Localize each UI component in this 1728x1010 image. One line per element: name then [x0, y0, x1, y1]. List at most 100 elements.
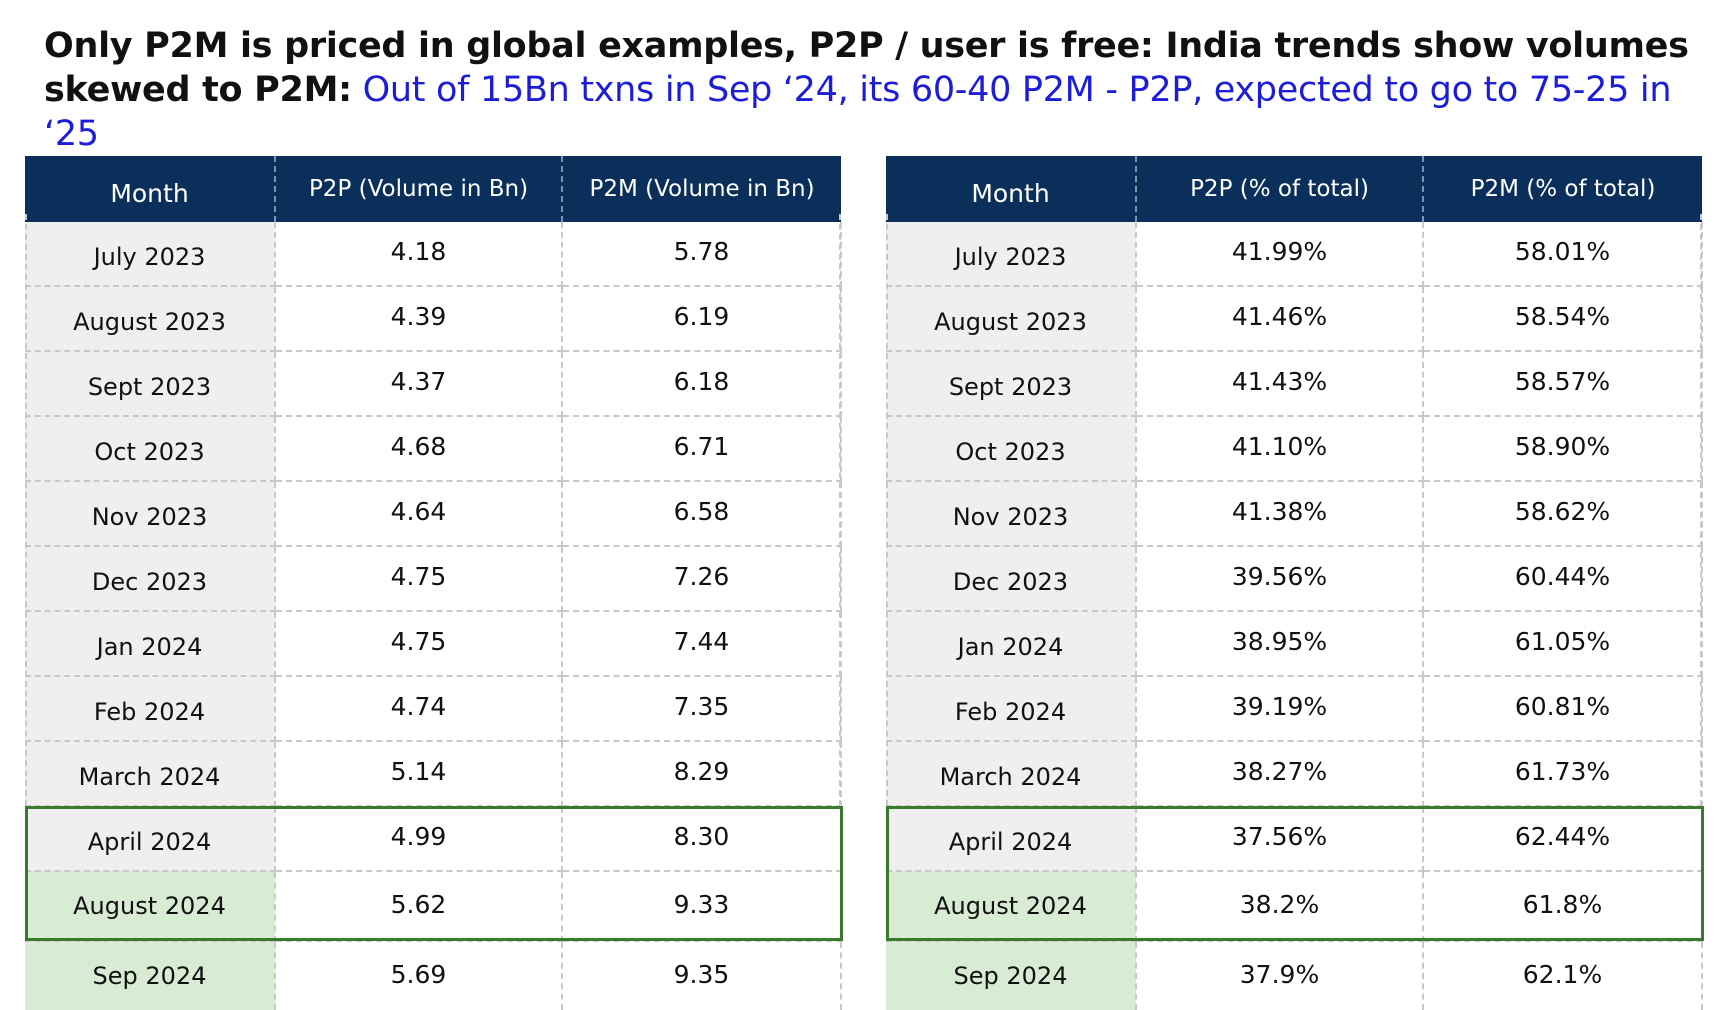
month-cell: August 2024 — [886, 871, 1137, 942]
p2m-cell: 6.18 — [562, 351, 842, 417]
table-row: Oct 2023 4.68 6.71 — [25, 416, 842, 482]
p2m-cell: 58.01% — [1423, 222, 1703, 287]
p2m-cell: 62.44% — [1423, 806, 1703, 872]
title-highlight-text: Out of 15Bn txns in Sep ‘24, its 60-40 P… — [44, 70, 1672, 154]
p2m-cell: 6.58 — [562, 481, 842, 547]
table-row: March 2024 38.27% 61.73% — [886, 741, 1703, 807]
table-row: Nov 2023 4.64 6.58 — [25, 481, 842, 547]
p2p-cell: 4.68 — [275, 416, 563, 482]
p2m-cell: 8.30 — [562, 806, 842, 872]
p2p-cell: 4.64 — [275, 481, 563, 547]
table-row: Nov 2023 41.38% 58.62% — [886, 481, 1703, 547]
table-row: July 2023 41.99% 58.01% — [886, 222, 1703, 287]
volume-table-body: July 2023 4.18 5.78 August 2023 4.39 6.19 Sept… — [25, 222, 842, 1010]
p2p-cell: 4.75 — [275, 546, 563, 612]
p2m-cell: 9.33 — [562, 871, 842, 942]
table-row: August 2023 41.46% 58.54% — [886, 286, 1703, 352]
table-row: Sep 2024 37.9% 62.1% — [886, 941, 1703, 1010]
month-cell: Dec 2023 — [25, 546, 276, 612]
header-month: Month — [25, 156, 276, 222]
title-bold-text: Only P2M is priced in global examples, P… — [44, 26, 1689, 110]
p2m-cell: 9.35 — [562, 941, 842, 1010]
month-cell: August 2023 — [25, 286, 276, 352]
p2m-cell: 61.05% — [1423, 611, 1703, 677]
p2p-cell: 37.9% — [1136, 941, 1424, 1010]
month-cell: Sept 2023 — [886, 351, 1137, 417]
table-row: Dec 2023 4.75 7.26 — [25, 546, 842, 612]
p2m-cell: 7.44 — [562, 611, 842, 677]
p2m-cell: 61.8% — [1423, 871, 1703, 942]
month-cell: Nov 2023 — [25, 481, 276, 547]
month-cell: Feb 2024 — [25, 676, 276, 742]
month-cell: July 2023 — [886, 222, 1137, 287]
p2p-cell: 39.19% — [1136, 676, 1424, 742]
header-month: Month — [886, 156, 1137, 222]
p2p-cell: 5.62 — [275, 871, 563, 942]
p2p-cell: 4.18 — [275, 222, 563, 287]
month-cell: Sept 2023 — [25, 351, 276, 417]
month-cell: Sep 2024 — [886, 941, 1137, 1010]
share-table-body: July 2023 41.99% 58.01% August 2023 41.46% 58… — [886, 222, 1703, 1010]
p2m-cell: 58.54% — [1423, 286, 1703, 352]
table-row: Sept 2023 4.37 6.18 — [25, 351, 842, 417]
volume-table: Month P2P (Volume in Bn) P2M (Volume in … — [25, 156, 842, 1010]
p2m-cell: 58.62% — [1423, 481, 1703, 547]
p2p-cell: 41.38% — [1136, 481, 1424, 547]
p2m-cell: 7.35 — [562, 676, 842, 742]
p2p-cell: 4.74 — [275, 676, 563, 742]
table-row: Feb 2024 39.19% 60.81% — [886, 676, 1703, 742]
table-row: Sept 2023 41.43% 58.57% — [886, 351, 1703, 417]
table-row: August 2024 38.2% 61.8% — [886, 871, 1703, 942]
p2p-cell: 4.75 — [275, 611, 563, 677]
month-cell: July 2023 — [25, 222, 276, 287]
table-row: August 2023 4.39 6.19 — [25, 286, 842, 352]
p2p-cell: 5.14 — [275, 741, 563, 807]
p2m-cell: 62.1% — [1423, 941, 1703, 1010]
month-cell: Dec 2023 — [886, 546, 1137, 612]
p2p-cell: 41.10% — [1136, 416, 1424, 482]
month-cell: March 2024 — [25, 741, 276, 807]
p2m-cell: 58.57% — [1423, 351, 1703, 417]
table-row: Oct 2023 41.10% 58.90% — [886, 416, 1703, 482]
p2m-cell: 60.44% — [1423, 546, 1703, 612]
slide-title: Only P2M is priced in global examples, P… — [44, 24, 1694, 156]
month-cell: Oct 2023 — [25, 416, 276, 482]
month-cell: August 2024 — [25, 871, 276, 942]
month-cell: March 2024 — [886, 741, 1137, 807]
p2m-cell: 7.26 — [562, 546, 842, 612]
p2p-cell: 38.95% — [1136, 611, 1424, 677]
p2p-cell: 4.99 — [275, 806, 563, 872]
p2p-cell: 4.37 — [275, 351, 563, 417]
month-cell: April 2024 — [886, 806, 1137, 872]
p2p-cell: 38.27% — [1136, 741, 1424, 807]
table-header-row: Month P2P (Volume in Bn) P2M (Volume in … — [25, 156, 841, 222]
p2p-cell: 4.39 — [275, 286, 563, 352]
month-cell: Sep 2024 — [25, 941, 276, 1010]
table-row: March 2024 5.14 8.29 — [25, 741, 842, 807]
table-row: April 2024 4.99 8.30 — [25, 806, 842, 872]
table-header-row: Month P2P (% of total) P2M (% of total) — [886, 156, 1702, 222]
month-cell: Feb 2024 — [886, 676, 1137, 742]
p2p-cell: 41.99% — [1136, 222, 1424, 287]
header-p2m-volume: P2M (Volume in Bn) — [562, 156, 841, 222]
p2p-cell: 38.2% — [1136, 871, 1424, 942]
header-p2m-share: P2M (% of total) — [1423, 156, 1702, 222]
header-p2p-volume: P2P (Volume in Bn) — [275, 156, 563, 222]
month-cell: August 2023 — [886, 286, 1137, 352]
table-row: July 2023 4.18 5.78 — [25, 222, 842, 287]
month-cell: Nov 2023 — [886, 481, 1137, 547]
p2m-cell: 58.90% — [1423, 416, 1703, 482]
table-row: Sep 2024 5.69 9.35 — [25, 941, 842, 1010]
p2m-cell: 6.19 — [562, 286, 842, 352]
p2p-cell: 39.56% — [1136, 546, 1424, 612]
table-row: April 2024 37.56% 62.44% — [886, 806, 1703, 872]
p2m-cell: 6.71 — [562, 416, 842, 482]
p2m-cell: 8.29 — [562, 741, 842, 807]
p2m-cell: 60.81% — [1423, 676, 1703, 742]
p2m-cell: 61.73% — [1423, 741, 1703, 807]
table-row: Feb 2024 4.74 7.35 — [25, 676, 842, 742]
share-table: Month P2P (% of total) P2M (% of total) … — [886, 156, 1703, 1010]
table-row: Jan 2024 4.75 7.44 — [25, 611, 842, 677]
p2p-cell: 41.43% — [1136, 351, 1424, 417]
month-cell: Jan 2024 — [886, 611, 1137, 677]
